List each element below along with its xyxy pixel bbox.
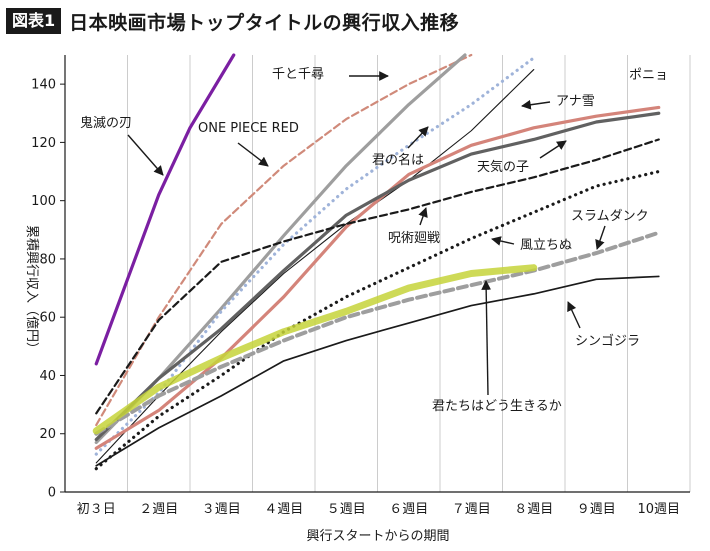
x-tick-label: ７週目 bbox=[452, 502, 491, 517]
series-ONE PIECE RED bbox=[95, 53, 473, 427]
x-tick-label: ８週目 bbox=[514, 502, 553, 517]
series-label-君たちはどう生きるか: 君たちはどう生きるか bbox=[432, 399, 562, 414]
series-呪術廻戦 bbox=[95, 138, 660, 415]
axes: 0 20 40 60 80 100 120 140 初３日 ２週目 ３週目 ４週目 ５週目 ６週目 ７週目 ８… bbox=[31, 55, 690, 517]
x-tick-label: ５週目 bbox=[327, 502, 366, 517]
series-leader-arrow bbox=[127, 134, 164, 176]
x-tick-label: 初３日 bbox=[77, 502, 116, 517]
series-label-風立ちぬ: 風立ちぬ bbox=[520, 238, 572, 253]
chart-header: 図表1 日本映画市場トップタイトルの興行収入推移 bbox=[6, 6, 459, 36]
x-tick-label: ２週目 bbox=[139, 502, 178, 517]
series-leader-arrow bbox=[491, 236, 515, 246]
series-鬼滅の刃 bbox=[94, 53, 236, 366]
series-天気の子 bbox=[94, 111, 661, 442]
y-tick-label: 40 bbox=[39, 369, 56, 384]
series-leader-arrow bbox=[567, 301, 581, 329]
series-label-ポニョ: ポニョ bbox=[629, 68, 668, 83]
series-君たちはどう生きるか bbox=[92, 264, 538, 435]
series-layer bbox=[92, 53, 661, 471]
x-tick-label: ９週目 bbox=[577, 502, 616, 517]
x-tick-label: ６週目 bbox=[389, 502, 428, 517]
series-ポニョ bbox=[94, 105, 661, 450]
series-label-呪術廻戦: 呪術廻戦 bbox=[388, 231, 440, 246]
x-axis-label: 興行スタートからの期間 bbox=[306, 529, 449, 544]
y-tick-label: 20 bbox=[39, 427, 56, 442]
series-leader-arrow bbox=[237, 142, 269, 167]
series-label-君の名は: 君の名は bbox=[372, 152, 424, 168]
series-leader-arrow bbox=[481, 280, 492, 396]
x-tick-label: ４週目 bbox=[264, 502, 303, 517]
chart-title: 日本映画市場トップタイトルの興行収入推移 bbox=[69, 11, 460, 34]
series-leader-arrow bbox=[418, 207, 428, 226]
y-tick-label: 80 bbox=[39, 252, 56, 267]
series-label-スラムダンク: スラムダンク bbox=[571, 209, 649, 224]
series-label-鬼滅の刃: 鬼滅の刃 bbox=[80, 115, 132, 131]
y-tick-label: 120 bbox=[31, 136, 56, 151]
y-axis-label: 累積興行収入（億円） bbox=[24, 225, 40, 355]
series-label-千と千尋: 千と千尋 bbox=[272, 67, 324, 82]
x-tick-label: ３週目 bbox=[202, 502, 241, 517]
series-leader-arrow bbox=[539, 140, 567, 159]
series-label-天気の子: 天気の子 bbox=[477, 159, 529, 175]
series-leader-arrow bbox=[595, 225, 606, 250]
series-label-ONE PIECE RED: ONE PIECE RED bbox=[198, 121, 299, 136]
series-風立ちぬ bbox=[94, 169, 661, 471]
x-tick-label: 10週目 bbox=[637, 502, 680, 517]
series-label-シンゴジラ: シンゴジラ bbox=[575, 333, 640, 349]
y-tick-label: 140 bbox=[31, 78, 56, 93]
y-tick-label: 60 bbox=[39, 311, 56, 326]
series-シンゴジラ bbox=[95, 275, 660, 467]
series-leader-arrow bbox=[521, 99, 551, 110]
series-label-アナ雪: アナ雪 bbox=[556, 94, 595, 109]
y-tick-label: 100 bbox=[31, 194, 56, 209]
y-tick-label: 0 bbox=[48, 486, 56, 501]
series-スラムダンク bbox=[94, 230, 661, 436]
series-leader-arrow bbox=[407, 126, 429, 149]
figure-label: 図表1 bbox=[6, 8, 62, 34]
